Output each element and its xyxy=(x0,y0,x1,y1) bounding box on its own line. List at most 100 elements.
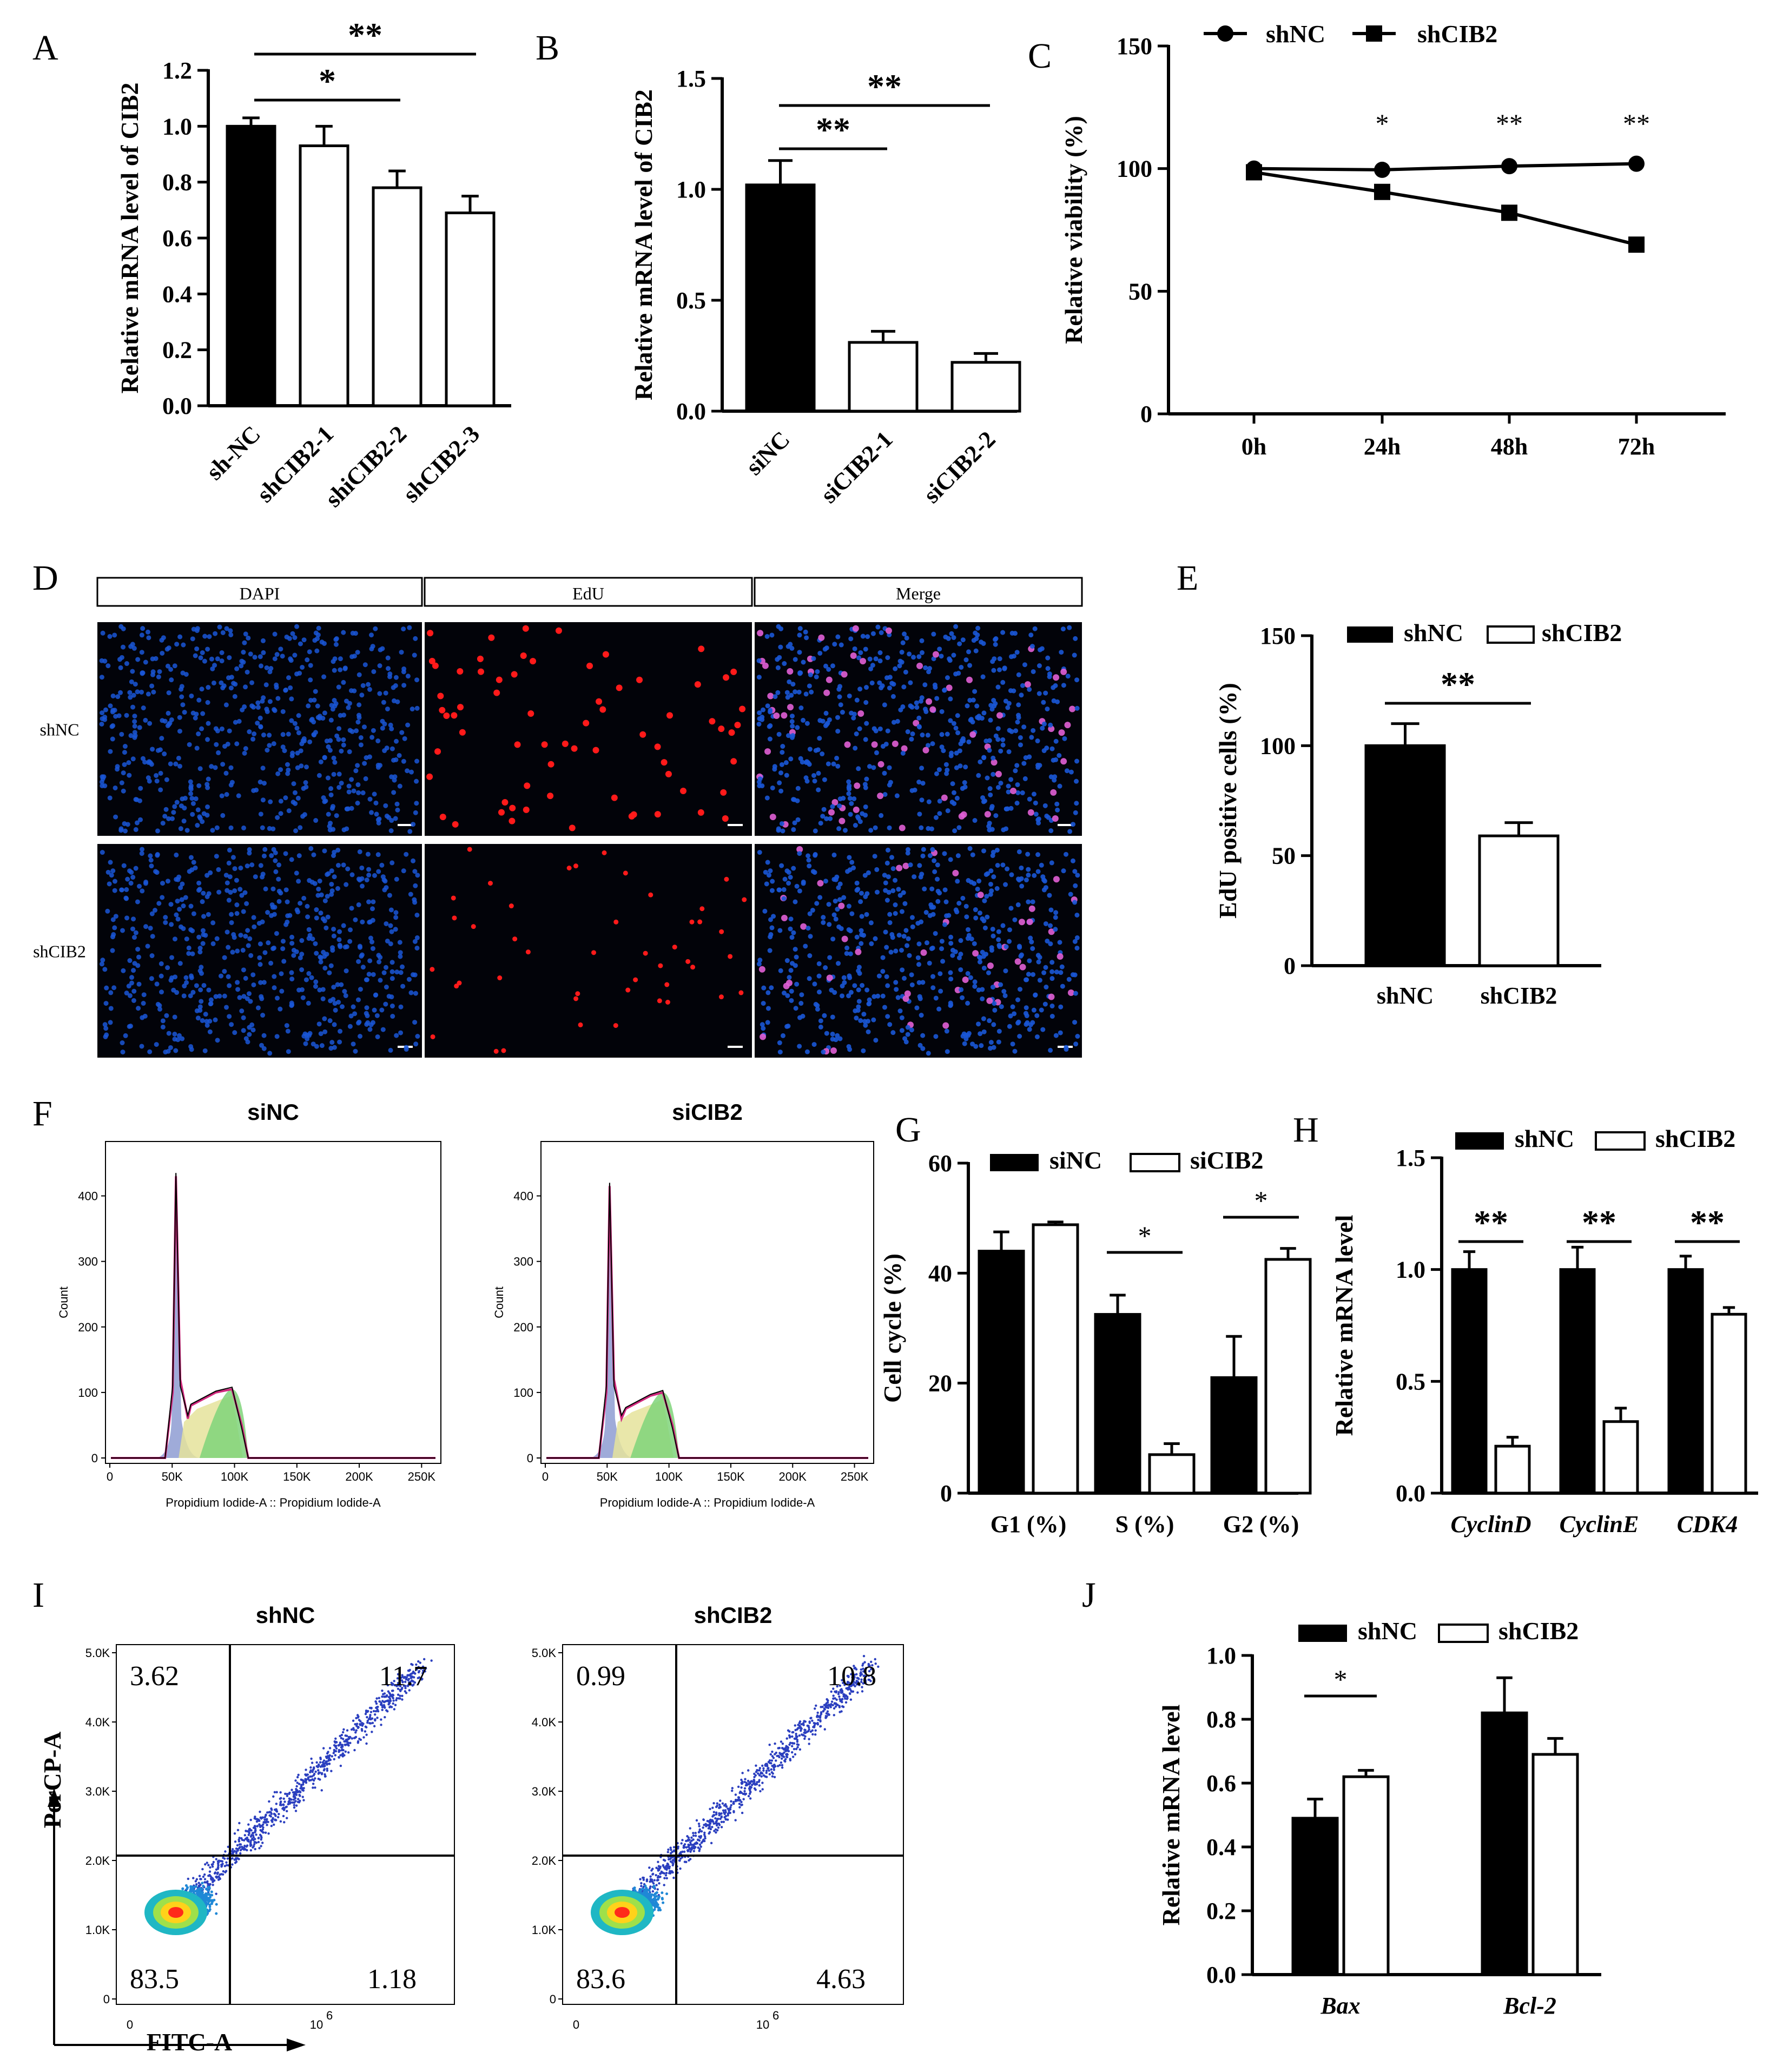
merge-nucleus xyxy=(833,916,839,922)
dapi-nucleus xyxy=(154,773,159,778)
dapi-nucleus xyxy=(285,762,290,767)
dapi-nucleus xyxy=(369,632,374,638)
merge-nucleus xyxy=(1048,774,1054,780)
dapi-nucleus xyxy=(338,667,343,672)
dapi-nucleus xyxy=(107,634,113,639)
event-dot xyxy=(184,1884,188,1887)
event-dot xyxy=(280,1797,282,1799)
dapi-nucleus xyxy=(360,919,365,925)
event-dot xyxy=(339,1764,342,1767)
merge-nucleus xyxy=(1010,787,1017,794)
merge-nucleus xyxy=(981,918,987,923)
merge-nucleus xyxy=(765,860,770,865)
event-dot xyxy=(665,1872,668,1875)
dapi-nucleus xyxy=(310,936,315,942)
dapi-nucleus xyxy=(306,703,311,709)
merge-nucleus xyxy=(1073,991,1078,996)
panel-b-y-label: Relative mRNA level of CIB2 xyxy=(630,89,657,400)
merge-nucleus xyxy=(896,865,903,872)
merge-nucleus xyxy=(798,705,804,711)
merge-nucleus xyxy=(991,668,996,673)
dapi-nucleus xyxy=(216,867,221,872)
dapi-nucleus xyxy=(243,934,248,939)
merge-nucleus xyxy=(900,640,906,645)
dapi-nucleus xyxy=(260,766,266,771)
merge-nucleus xyxy=(955,730,961,736)
event-dot xyxy=(271,1818,274,1821)
dapi-nucleus xyxy=(398,1004,404,1009)
dapi-nucleus xyxy=(415,1034,420,1039)
dapi-nucleus xyxy=(283,887,289,893)
merge-nucleus xyxy=(1021,761,1027,766)
merge-nucleus xyxy=(850,652,857,659)
merge-nucleus xyxy=(767,692,774,700)
dapi-nucleus xyxy=(313,689,318,694)
dapi-nucleus xyxy=(267,826,272,831)
merge-nucleus xyxy=(780,744,785,749)
event-dot xyxy=(296,1798,300,1800)
dapi-nucleus xyxy=(261,853,267,859)
event-dot xyxy=(212,1883,214,1886)
merge-nucleus xyxy=(813,852,818,857)
edu-nucleus xyxy=(493,689,500,696)
dapi-nucleus xyxy=(100,776,105,782)
event-dot xyxy=(401,1694,404,1697)
dapi-nucleus xyxy=(265,709,270,714)
merge-nucleus xyxy=(821,915,826,920)
dapi-nucleus xyxy=(299,967,305,972)
merge-nucleus xyxy=(797,650,802,655)
edu-nucleus xyxy=(501,799,509,806)
dapi-nucleus xyxy=(109,873,114,878)
event-dot xyxy=(808,1738,810,1740)
merge-nucleus xyxy=(859,928,864,933)
merge-nucleus xyxy=(770,879,775,884)
merge-nucleus xyxy=(816,989,822,995)
panel-c-y-tick-label: 0 xyxy=(1140,401,1152,427)
merge-nucleus xyxy=(917,811,922,817)
event-dot xyxy=(380,1724,382,1726)
merge-nucleus xyxy=(1015,902,1021,907)
merge-nucleus xyxy=(905,847,910,852)
event-dot xyxy=(689,1841,692,1844)
dapi-nucleus xyxy=(267,669,273,675)
dapi-nucleus xyxy=(189,693,194,698)
dapi-nucleus xyxy=(275,995,280,1001)
dapi-nucleus xyxy=(188,785,194,790)
dapi-nucleus xyxy=(319,1043,325,1048)
merge-nucleus xyxy=(814,901,820,906)
merge-nucleus xyxy=(806,857,811,863)
event-dot xyxy=(743,1787,747,1790)
merge-nucleus xyxy=(930,974,936,979)
dapi-nucleus xyxy=(299,987,305,992)
dapi-nucleus xyxy=(271,847,276,852)
merge-nucleus xyxy=(874,750,879,755)
merge-nucleus xyxy=(785,644,791,649)
merge-nucleus xyxy=(914,704,920,710)
merge-nucleus xyxy=(950,781,955,787)
merge-nucleus xyxy=(1015,782,1020,787)
merge-nucleus xyxy=(895,718,900,724)
dapi-nucleus xyxy=(342,666,348,671)
dapi-nucleus xyxy=(377,691,382,696)
edu-nucleus xyxy=(547,793,554,800)
dapi-nucleus xyxy=(150,934,155,939)
edu-nucleus xyxy=(666,712,674,719)
event-dot xyxy=(715,1805,718,1809)
event-dot xyxy=(200,1888,203,1891)
dapi-nucleus xyxy=(107,881,112,887)
merge-nucleus xyxy=(1027,1027,1032,1032)
dapi-nucleus xyxy=(99,721,104,727)
merge-nucleus xyxy=(871,741,878,748)
event-dot xyxy=(378,1697,380,1699)
merge-nucleus xyxy=(931,631,936,637)
merge-nucleus xyxy=(831,912,837,918)
dapi-nucleus xyxy=(111,932,116,937)
dapi-nucleus xyxy=(153,656,159,661)
merge-nucleus xyxy=(836,961,841,966)
merge-nucleus xyxy=(1031,791,1036,797)
dapi-nucleus xyxy=(245,863,250,869)
event-dot xyxy=(430,1659,433,1662)
merge-nucleus xyxy=(848,636,854,642)
event-dot xyxy=(818,1715,821,1718)
event-dot xyxy=(358,1738,361,1740)
